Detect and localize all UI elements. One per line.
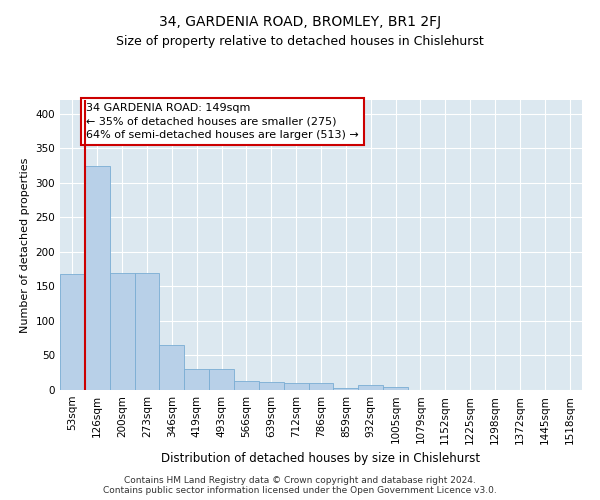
Y-axis label: Number of detached properties: Number of detached properties (20, 158, 30, 332)
Bar (209, 370, 234, 390)
Text: Size of property relative to detached houses in Chislehurst: Size of property relative to detached ho… (116, 35, 484, 48)
Bar (160, 345, 184, 390)
X-axis label: Distribution of detached houses by size in Chislehurst: Distribution of detached houses by size … (161, 452, 481, 465)
Bar (134, 272, 160, 390)
Bar (358, 385, 383, 390)
Text: 34, GARDENIA ROAD, BROMLEY, BR1 2FJ: 34, GARDENIA ROAD, BROMLEY, BR1 2FJ (159, 15, 441, 29)
Bar (184, 370, 209, 390)
Bar (85, 166, 110, 390)
Bar (110, 272, 134, 390)
Bar (234, 381, 259, 390)
Bar (60, 274, 85, 390)
Bar (334, 388, 358, 390)
Bar (284, 383, 308, 390)
Bar (383, 386, 408, 390)
Text: 34 GARDENIA ROAD: 149sqm
← 35% of detached houses are smaller (275)
64% of semi-: 34 GARDENIA ROAD: 149sqm ← 35% of detach… (86, 104, 359, 140)
Bar (259, 382, 284, 390)
Text: Contains HM Land Registry data © Crown copyright and database right 2024.
Contai: Contains HM Land Registry data © Crown c… (103, 476, 497, 495)
Bar (308, 383, 334, 390)
